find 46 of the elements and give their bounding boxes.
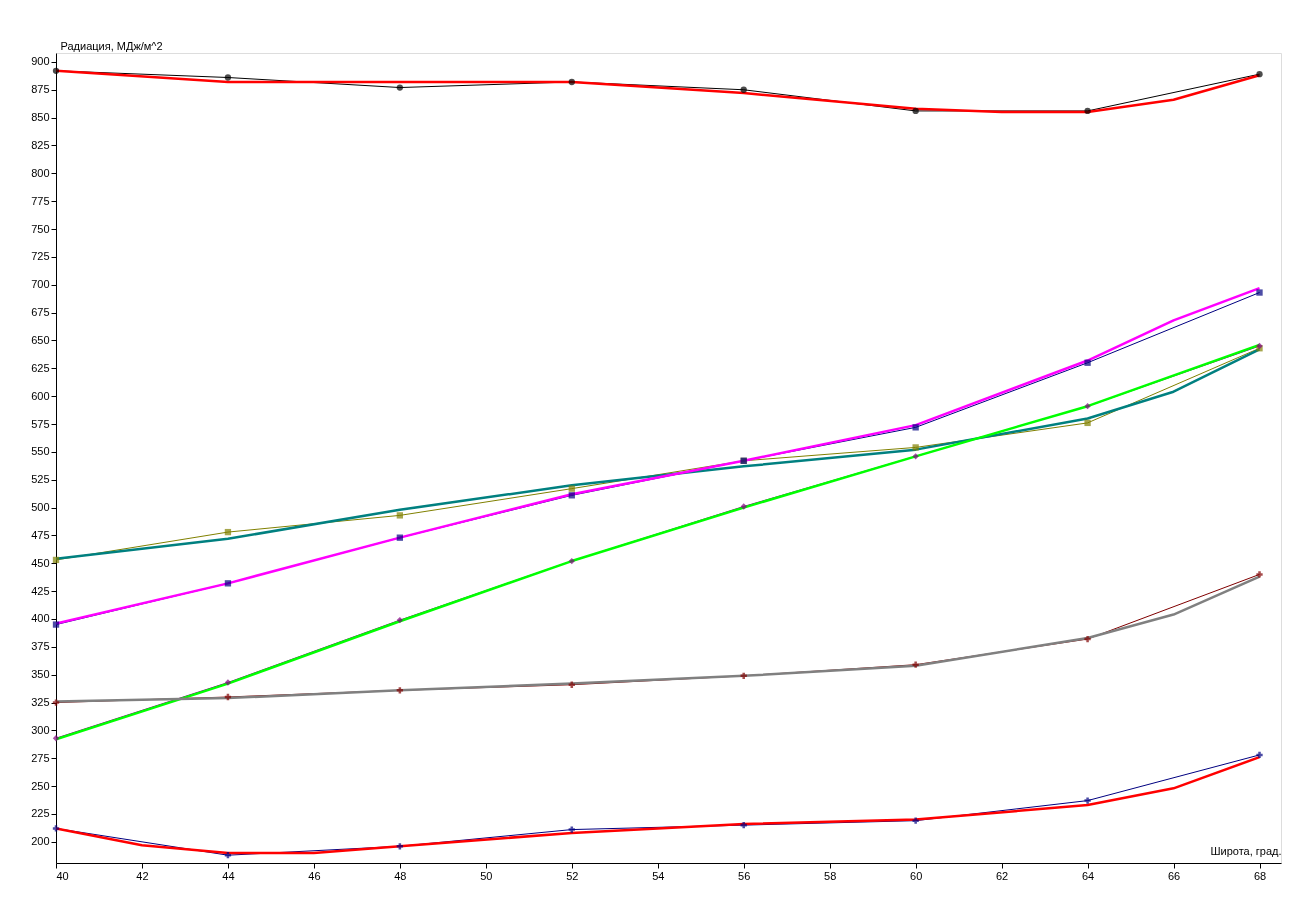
x-tick-label: 50 bbox=[480, 869, 493, 882]
y-tick-label: 725 bbox=[31, 250, 50, 263]
x-tick-label: 52 bbox=[566, 869, 579, 882]
y-tick-label: 225 bbox=[31, 807, 50, 820]
x-tick-label: 46 bbox=[308, 869, 321, 882]
x-tick-label: 62 bbox=[995, 869, 1009, 882]
y-tick-label: 650 bbox=[31, 333, 50, 346]
x-tick-label: 42 bbox=[136, 869, 149, 882]
y-tick-label: 575 bbox=[31, 417, 50, 430]
y-tick-label: 450 bbox=[31, 556, 50, 569]
y-tick-label: 700 bbox=[31, 278, 50, 291]
y-tick-label: 250 bbox=[31, 779, 50, 792]
x-tick-label: 68 bbox=[1253, 869, 1267, 882]
y-tick-label: 200 bbox=[31, 835, 50, 848]
y-tick-label: 775 bbox=[31, 194, 50, 207]
y-axis-title: Радиация, МДж/м^2 bbox=[60, 39, 163, 52]
x-tick-label: 66 bbox=[1167, 869, 1181, 882]
y-tick-label: 425 bbox=[31, 584, 50, 597]
x-tick-label: 58 bbox=[824, 869, 837, 882]
y-tick-label: 875 bbox=[31, 83, 50, 96]
x-tick-label: 40 bbox=[56, 869, 69, 882]
y-tick-label: 525 bbox=[31, 473, 50, 486]
y-tick-label: 300 bbox=[31, 723, 50, 736]
x-axis-title: Широта, град. bbox=[1210, 844, 1282, 857]
y-tick-label: 675 bbox=[31, 306, 50, 319]
y-tick-label: 350 bbox=[31, 668, 50, 681]
x-tick-label: 54 bbox=[652, 869, 665, 882]
y-tick-label: 750 bbox=[31, 222, 50, 235]
y-tick-label: 475 bbox=[31, 528, 50, 541]
y-tick-label: 325 bbox=[31, 696, 50, 709]
y-tick-label: 850 bbox=[31, 111, 50, 124]
x-tick-label: 44 bbox=[222, 869, 235, 882]
y-tick-label: 550 bbox=[31, 445, 50, 458]
y-tick-label: 500 bbox=[31, 501, 50, 514]
y-tick-label: 625 bbox=[31, 361, 50, 374]
y-tick-label: 800 bbox=[31, 166, 50, 179]
y-tick-label: 400 bbox=[31, 612, 50, 625]
x-tick-label: 60 bbox=[910, 869, 923, 882]
y-tick-label: 900 bbox=[31, 55, 50, 68]
y-tick-label: 275 bbox=[31, 751, 50, 764]
x-tick-label: 56 bbox=[738, 869, 751, 882]
y-tick-label: 600 bbox=[31, 389, 50, 402]
x-tick-label: 64 bbox=[1081, 869, 1095, 882]
y-tick-label: 375 bbox=[31, 640, 50, 653]
y-tick-label: 825 bbox=[31, 138, 50, 151]
x-tick-label: 48 bbox=[394, 869, 407, 882]
